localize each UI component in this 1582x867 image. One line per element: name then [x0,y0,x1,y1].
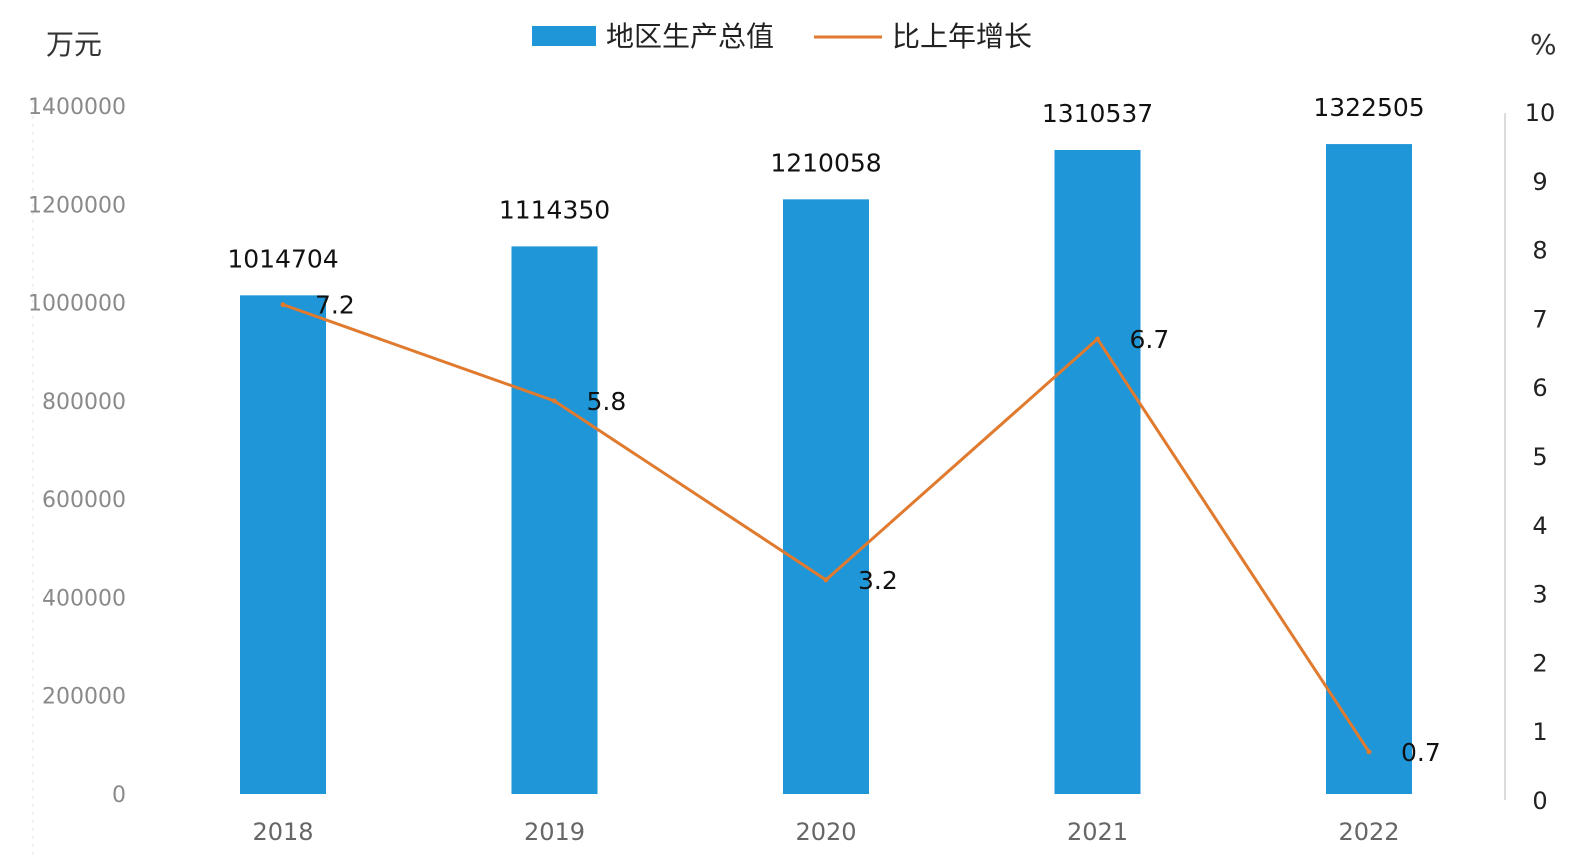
right-y-tick-label: 3 [1532,581,1547,609]
bar-value-label: 1114350 [499,195,610,224]
bar-value-label: 1014704 [227,244,338,273]
left-y-tick-label: 400000 [42,586,126,611]
right-y-tick-label: 5 [1532,443,1547,471]
left-y-tick-label: 800000 [42,390,126,415]
x-ticks: 2018 2019 2020 2021 2022 [252,818,1399,846]
right-y-tick-label: 7 [1532,305,1547,333]
bar-2022 [1326,144,1412,794]
right-y-tick-label: 9 [1532,168,1547,196]
x-tick-label: 2018 [252,818,313,846]
right-y-tick-label: 4 [1532,512,1547,540]
x-tick-label: 2022 [1338,818,1399,846]
line-labels: 7.2 5.8 3.2 6.7 0.7 [315,291,1441,767]
growth-point-2020 [823,577,829,583]
left-y-tick-label: 1200000 [28,193,126,218]
growth-point-2021 [1095,336,1100,342]
right-y-tick-label: 6 [1532,374,1547,402]
right-y-tick-label: 2 [1532,649,1547,677]
right-axis-unit: % [1530,28,1557,61]
right-y-tick-label: 0 [1532,787,1547,815]
x-tick-label: 2019 [524,818,585,846]
x-tick-label: 2021 [1067,818,1128,846]
growth-point-2022 [1366,749,1372,755]
bar-2019 [511,246,598,794]
bar-value-label: 1322505 [1313,93,1424,122]
left-y-tick-label: 1400000 [28,95,126,120]
growth-point-2019 [552,398,557,404]
growth-line [280,302,1372,755]
bar-value-label: 1310537 [1042,99,1153,128]
left-axis-unit: 万元 [46,28,102,61]
legend-line-label: 比上年增长 [892,20,1032,53]
growth-point-2018 [280,302,286,308]
left-y-tick-label: 200000 [42,685,126,710]
growth-value-label: 6.7 [1130,325,1170,354]
growth-value-label: 3.2 [858,566,898,595]
left-y-tick-label: 600000 [42,488,126,513]
legend: 地区生产总值 比上年增长 [532,20,1032,53]
bar-2021 [1054,149,1141,795]
bar-2020 [783,199,869,795]
right-y-tick-label: 1 [1532,718,1547,746]
x-tick-label: 2020 [795,818,856,846]
bar-2018 [240,295,326,794]
growth-value-label: 5.8 [587,387,627,416]
right-y-ticks: 0 1 2 3 4 5 6 7 8 9 10 [1525,99,1556,815]
left-y-ticks: 0 200000 400000 600000 800000 1000000 1200000 1… [28,95,126,808]
growth-value-label: 0.7 [1401,738,1441,767]
right-y-tick-label: 8 [1532,237,1547,265]
left-y-tick-label: 0 [112,783,126,808]
growth-value-label: 7.2 [315,291,355,320]
legend-bar-label: 地区生产总值 [606,20,774,53]
right-y-tick-label: 10 [1525,99,1556,127]
bar-labels: 1014704 1114350 1210058 1310537 1322505 [227,93,1424,273]
bar-value-label: 1210058 [770,148,881,177]
legend-bar-swatch [532,26,596,46]
left-y-tick-label: 1000000 [28,292,126,317]
bars [240,144,1412,795]
